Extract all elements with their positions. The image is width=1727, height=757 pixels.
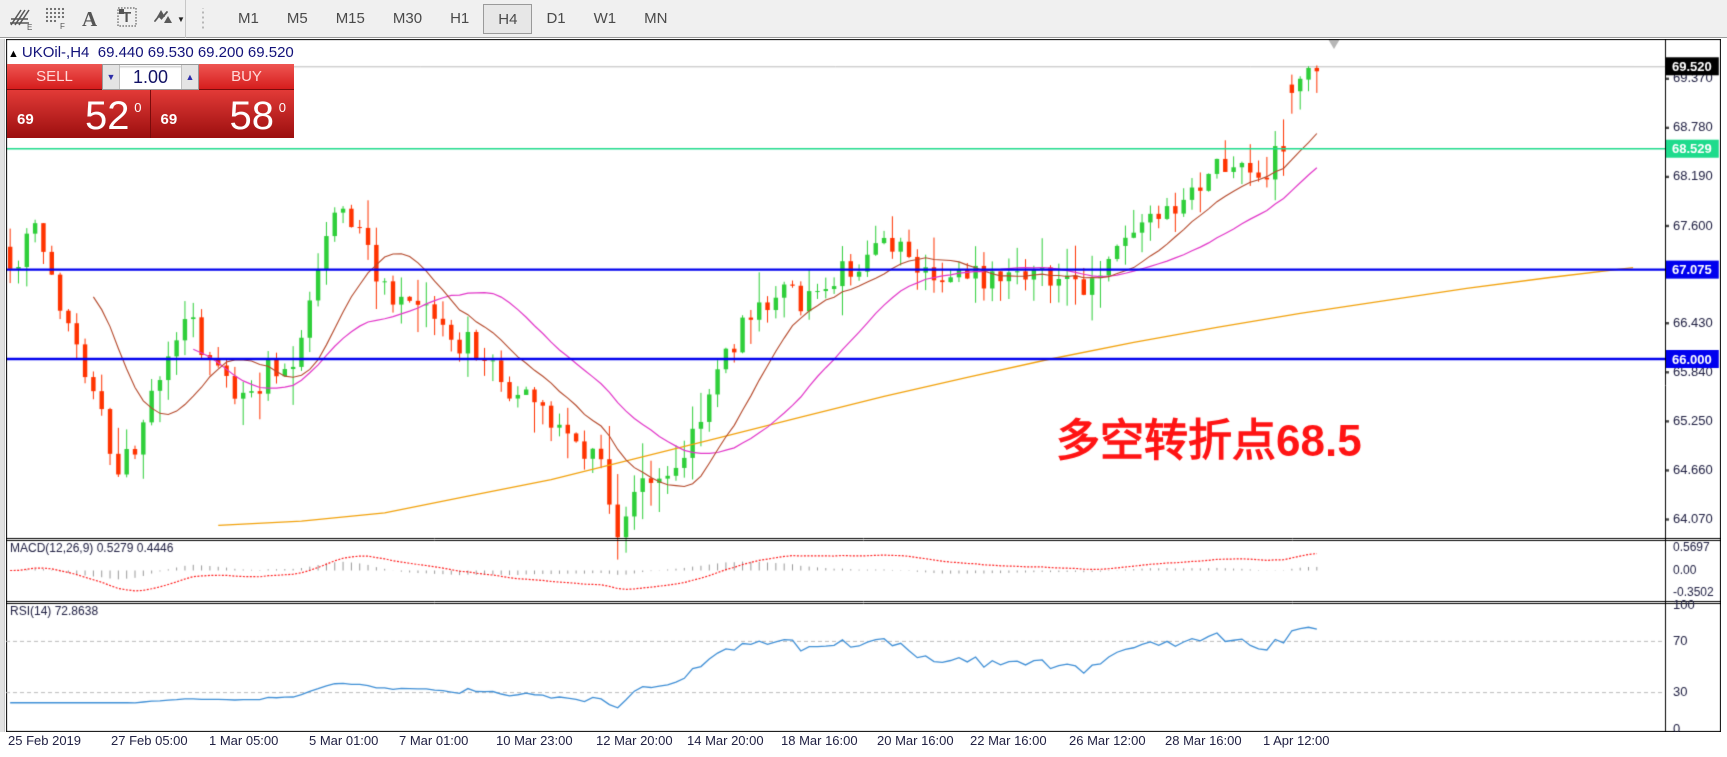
svg-text:T: T [122,9,131,26]
svg-text:A: A [82,7,98,31]
svg-text:E: E [27,23,32,32]
svg-text:F: F [60,22,65,31]
